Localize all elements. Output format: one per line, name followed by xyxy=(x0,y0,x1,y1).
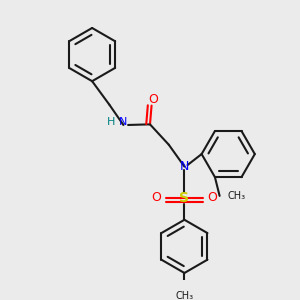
Text: CH₃: CH₃ xyxy=(227,191,246,201)
Text: O: O xyxy=(151,191,161,204)
Text: N: N xyxy=(180,160,189,173)
Text: N: N xyxy=(119,118,128,128)
Text: O: O xyxy=(208,191,218,204)
Text: CH₃: CH₃ xyxy=(176,291,194,300)
Text: O: O xyxy=(148,93,158,106)
Text: S: S xyxy=(179,191,189,205)
Text: H: H xyxy=(107,118,116,128)
